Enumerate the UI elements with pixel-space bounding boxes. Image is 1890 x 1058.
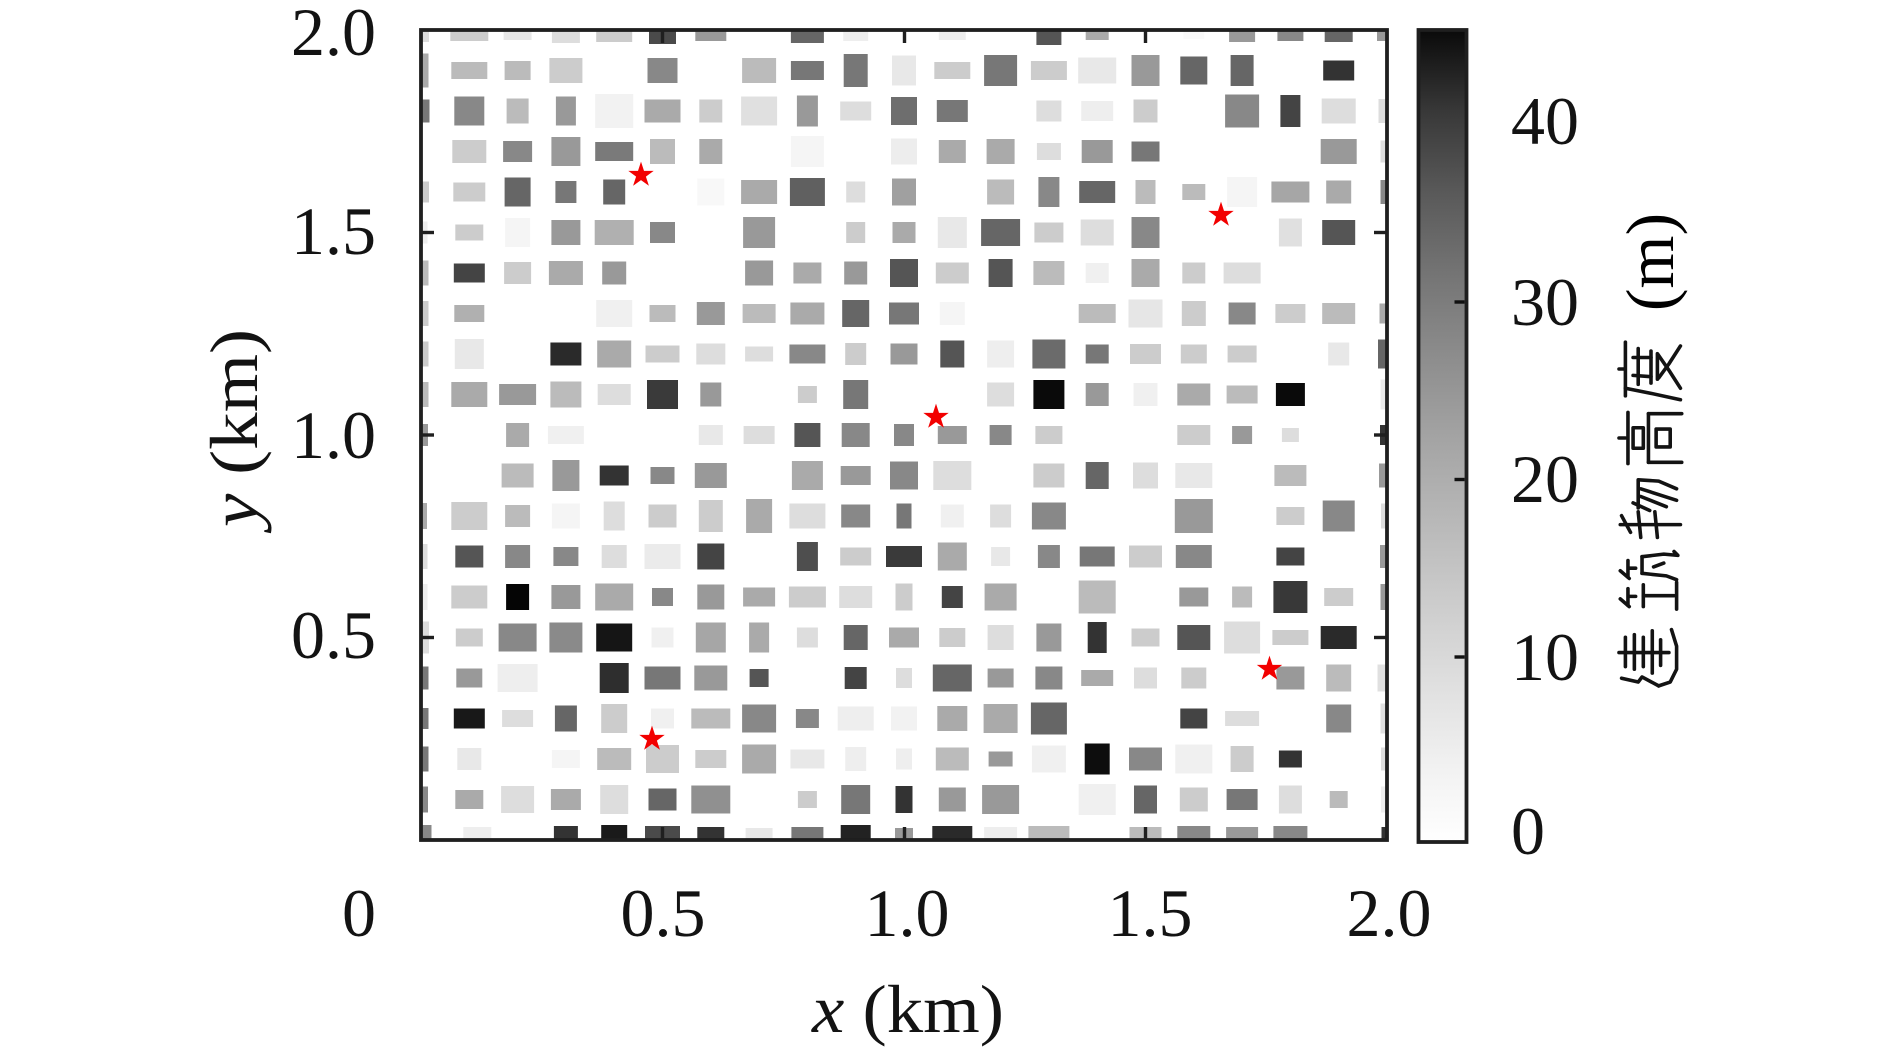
svg-text:1.0: 1.0 — [865, 875, 950, 951]
svg-text:(m): (m) — [1612, 213, 1688, 311]
svg-text:0: 0 — [1511, 793, 1545, 869]
svg-text:1.0: 1.0 — [291, 397, 376, 473]
svg-text:y (km): y (km) — [196, 329, 272, 534]
svg-text:10: 10 — [1511, 619, 1579, 695]
svg-text:1.5: 1.5 — [291, 193, 376, 269]
svg-text:20: 20 — [1511, 441, 1579, 517]
svg-text:0.5: 0.5 — [621, 875, 706, 951]
svg-text:x (km): x (km) — [811, 971, 1004, 1047]
svg-text:2.0: 2.0 — [291, 0, 376, 70]
svg-text:30: 30 — [1511, 264, 1579, 340]
svg-text:2.0: 2.0 — [1347, 875, 1432, 951]
svg-text:0.5: 0.5 — [291, 597, 376, 673]
svg-text:40: 40 — [1511, 83, 1579, 159]
svg-text:0: 0 — [342, 875, 376, 951]
svg-text:1.5: 1.5 — [1108, 875, 1193, 951]
